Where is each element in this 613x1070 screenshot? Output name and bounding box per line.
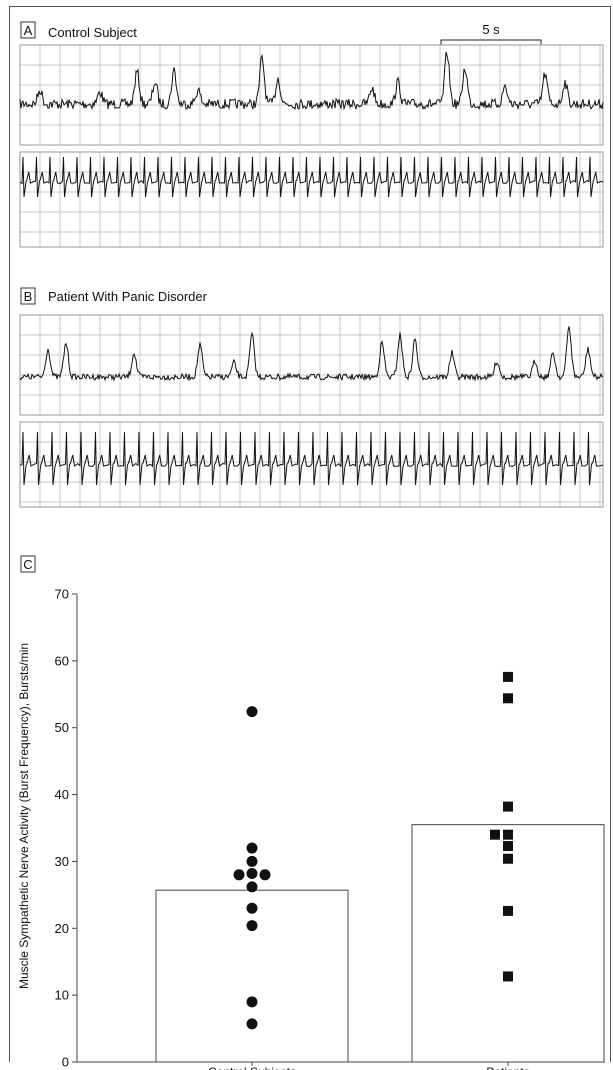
data-point-control xyxy=(246,706,258,718)
data-point-control xyxy=(246,842,258,854)
bar-patients xyxy=(411,824,605,1063)
panel-a-letter: A xyxy=(24,23,33,38)
msna-grid-control-lines xyxy=(20,45,603,145)
y-tick-label: 70 xyxy=(55,587,69,602)
data-point-patient xyxy=(490,829,500,840)
x-tick-label: Patients xyxy=(486,1065,529,1070)
y-tick-label: 0 xyxy=(62,1055,69,1070)
msna-grid-patient-frame xyxy=(19,314,604,416)
ecg-trace-control xyxy=(19,156,604,198)
data-point-patient xyxy=(503,905,513,916)
panel-a-title: Control Subject xyxy=(48,25,137,40)
x-tick-label: Control Subjects xyxy=(208,1065,296,1070)
y-tick-label: 30 xyxy=(55,854,69,869)
scale-bar xyxy=(440,39,542,45)
y-tick-label: 40 xyxy=(55,787,69,802)
msna-trace-control xyxy=(19,51,604,111)
y-tick-label: 60 xyxy=(55,653,69,668)
data-point-control xyxy=(246,881,258,893)
ecg-grid-control xyxy=(19,151,604,248)
data-point-control xyxy=(233,869,245,881)
data-point-control xyxy=(246,867,258,879)
panel-b-letter: B xyxy=(24,289,33,304)
figure-border xyxy=(9,6,611,1062)
panel-a: A Control Subject 5 s xyxy=(19,21,604,248)
panel-a-letter-box xyxy=(20,21,36,39)
y-tick-label: 50 xyxy=(55,720,69,735)
data-point-patient xyxy=(503,841,513,852)
y-axis-label: Muscle Sympathetic Nerve Activity (Burst… xyxy=(17,643,31,989)
panel-b: B Patient With Panic Disorder xyxy=(19,287,604,508)
scale-bar-label: 5 s xyxy=(482,22,500,37)
data-point-patient xyxy=(503,853,513,864)
msna-ecg-control-frame xyxy=(19,151,604,248)
msna-grid-control-frame xyxy=(19,44,604,146)
y-tick-label: 20 xyxy=(55,921,69,936)
msna-ecg-control-lines xyxy=(20,152,603,247)
msna-grid-patient xyxy=(19,314,604,416)
panel-b-title: Patient With Panic Disorder xyxy=(48,289,208,304)
data-point-patient xyxy=(503,829,513,840)
data-point-control xyxy=(246,855,258,867)
msna-trace-patient xyxy=(19,326,604,382)
data-point-control xyxy=(246,902,258,914)
data-point-patient xyxy=(503,801,513,812)
data-point-control xyxy=(246,1018,258,1030)
panel-c: C Muscle Sympathetic Nerve Activity (Bur… xyxy=(17,555,605,1070)
data-point-patient xyxy=(503,693,513,704)
y-tick-label: 10 xyxy=(55,988,69,1003)
bar-chart: 0 10 20 30 40 50 60 70 Control Subjects Patients xyxy=(55,587,605,1070)
msna-grid-patient-lines xyxy=(20,315,603,415)
msna-grid-control xyxy=(19,44,604,146)
data-point-patient xyxy=(503,971,513,982)
panel-c-letter-box xyxy=(20,555,36,573)
ecg-trace-patient xyxy=(19,431,604,486)
data-point-patient xyxy=(503,671,513,682)
bar-control-subjects xyxy=(155,889,349,1063)
data-point-control xyxy=(246,920,258,932)
panel-b-letter-box xyxy=(20,287,36,305)
data-point-control xyxy=(246,996,258,1008)
panel-c-letter: C xyxy=(23,557,32,572)
data-point-control xyxy=(259,869,271,881)
